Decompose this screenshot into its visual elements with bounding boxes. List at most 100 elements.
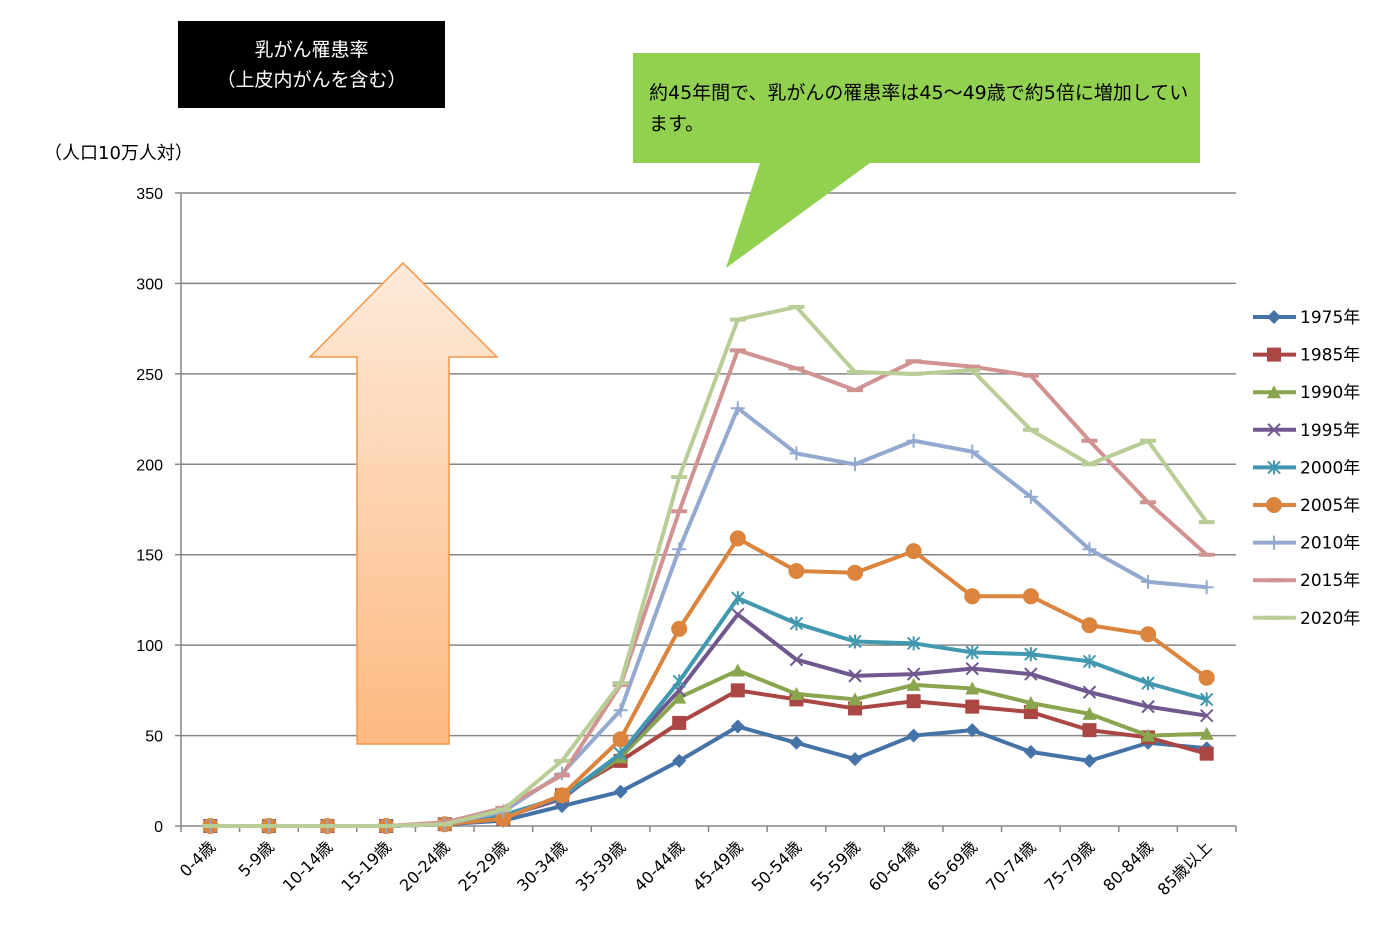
x-marker: [848, 669, 862, 683]
triangle-marker: [1082, 706, 1097, 720]
x-tick-label: 75-79歳: [1041, 837, 1099, 895]
square-marker: [1199, 746, 1214, 761]
plus-marker: [789, 446, 804, 461]
square-marker: [1082, 723, 1097, 738]
x-tick-label: 65-69歳: [923, 837, 981, 895]
triangle-marker: [1267, 385, 1281, 399]
callout-bubble: [633, 53, 1200, 268]
circle-marker: [671, 620, 688, 637]
circle-marker: [1266, 497, 1282, 513]
legend-label: 2005年: [1300, 496, 1360, 516]
asterisk-marker: [731, 591, 745, 606]
plus-marker: [730, 401, 745, 416]
chart-title: 乳がん罹患率 （上皮内がんを含む）: [178, 21, 445, 108]
triangle-marker: [1023, 696, 1038, 710]
legend-item: 2005年: [1253, 496, 1360, 516]
legend-item: 1990年: [1253, 383, 1360, 403]
diamond-marker: [1267, 310, 1281, 324]
x-marker: [1199, 708, 1214, 723]
x-tick-label: 30-34歳: [513, 837, 571, 895]
y-tick-label: 50: [145, 729, 163, 746]
x-marker: [906, 667, 921, 681]
plus-marker: [1199, 580, 1214, 595]
annotation-text: 約45年間で、乳がんの罹患率は45～49歳で約5倍に増加しています。: [649, 82, 1189, 135]
diamond-marker: [672, 753, 687, 768]
square-marker: [965, 699, 980, 714]
triangle-marker: [848, 692, 863, 706]
legend-item: 2010年: [1253, 534, 1360, 554]
circle-marker: [495, 810, 512, 827]
series-1975年: [203, 719, 1214, 833]
x-tick-label: 15-19歳: [337, 837, 395, 895]
square-marker: [906, 694, 921, 709]
circle-marker: [1198, 669, 1215, 686]
y-tick-label: 200: [136, 457, 163, 474]
x-tick-label: 60-64歳: [865, 837, 923, 895]
circle-marker: [553, 787, 570, 804]
circle-marker: [1022, 588, 1039, 605]
y-tick-label: 0: [154, 819, 163, 836]
y-axis-unit-label: （人口10万人対）: [44, 143, 193, 164]
plus-marker: [1267, 535, 1281, 550]
series-line: [210, 304, 1209, 828]
x-tick-label: 10-14歳: [279, 837, 337, 895]
series-1990年: [203, 663, 1214, 832]
plus-marker: [1141, 574, 1156, 589]
circle-marker: [612, 731, 629, 748]
y-tick-label: 150: [136, 548, 163, 565]
x-tick-label: 55-59歳: [806, 837, 864, 895]
asterisk-marker: [1082, 654, 1097, 669]
legend-label: 1995年: [1300, 421, 1360, 441]
square-marker: [672, 715, 687, 730]
diamond-marker: [789, 735, 804, 750]
legend-item: 1975年: [1253, 308, 1360, 328]
circle-marker: [905, 543, 922, 560]
series-2010年: [203, 401, 1214, 833]
asterisk-marker: [1024, 647, 1038, 662]
circle-marker: [788, 562, 805, 579]
asterisk-marker: [848, 634, 862, 649]
series-2000年: [203, 591, 1214, 833]
x-tick-label: 45-49歳: [689, 837, 747, 895]
y-tick-label: 350: [136, 186, 163, 203]
asterisk-marker: [613, 746, 628, 761]
legend-label: 1985年: [1300, 346, 1360, 366]
series-2020年: [202, 304, 1215, 828]
circle-marker: [964, 588, 981, 605]
x-tick-label: 20-24歳: [396, 837, 454, 895]
legend-label: 1975年: [1300, 308, 1360, 328]
legend-item: 2000年: [1253, 458, 1360, 478]
legend-label: 2010年: [1300, 534, 1360, 554]
asterisk-marker: [906, 636, 921, 651]
plus-marker: [613, 703, 628, 718]
up-arrow-shape: [308, 261, 499, 745]
x-tick-label: 0-4歳: [176, 837, 219, 880]
x-tick-label: 70-74歳: [982, 837, 1040, 895]
y-tick-label: 250: [136, 367, 163, 384]
legend-item: 2015年: [1253, 571, 1360, 591]
y-tick-label: 100: [136, 638, 163, 655]
asterisk-marker: [1199, 692, 1214, 707]
diamond-marker: [613, 784, 628, 799]
series-2015年: [202, 348, 1215, 828]
x-marker: [789, 652, 804, 667]
x-tick-label: 80-84歳: [1099, 837, 1157, 895]
circle-marker: [1140, 626, 1157, 643]
series-2005年: [202, 530, 1215, 834]
diamond-marker: [1023, 744, 1038, 759]
square-marker: [730, 683, 745, 698]
diamond-marker: [848, 752, 863, 767]
x-marker: [1267, 423, 1281, 437]
triangle-marker: [906, 677, 921, 691]
triangle-marker: [730, 663, 745, 677]
circle-marker: [1081, 617, 1098, 634]
triangle-marker: [1199, 726, 1214, 740]
x-tick-label: 85歳以上: [1154, 837, 1216, 899]
x-marker: [1024, 667, 1038, 681]
x-tick-label: 40-44歳: [630, 837, 688, 895]
diamond-marker: [730, 719, 745, 734]
x-tick-label: 25-29歳: [455, 837, 513, 895]
diamond-marker: [906, 728, 921, 743]
